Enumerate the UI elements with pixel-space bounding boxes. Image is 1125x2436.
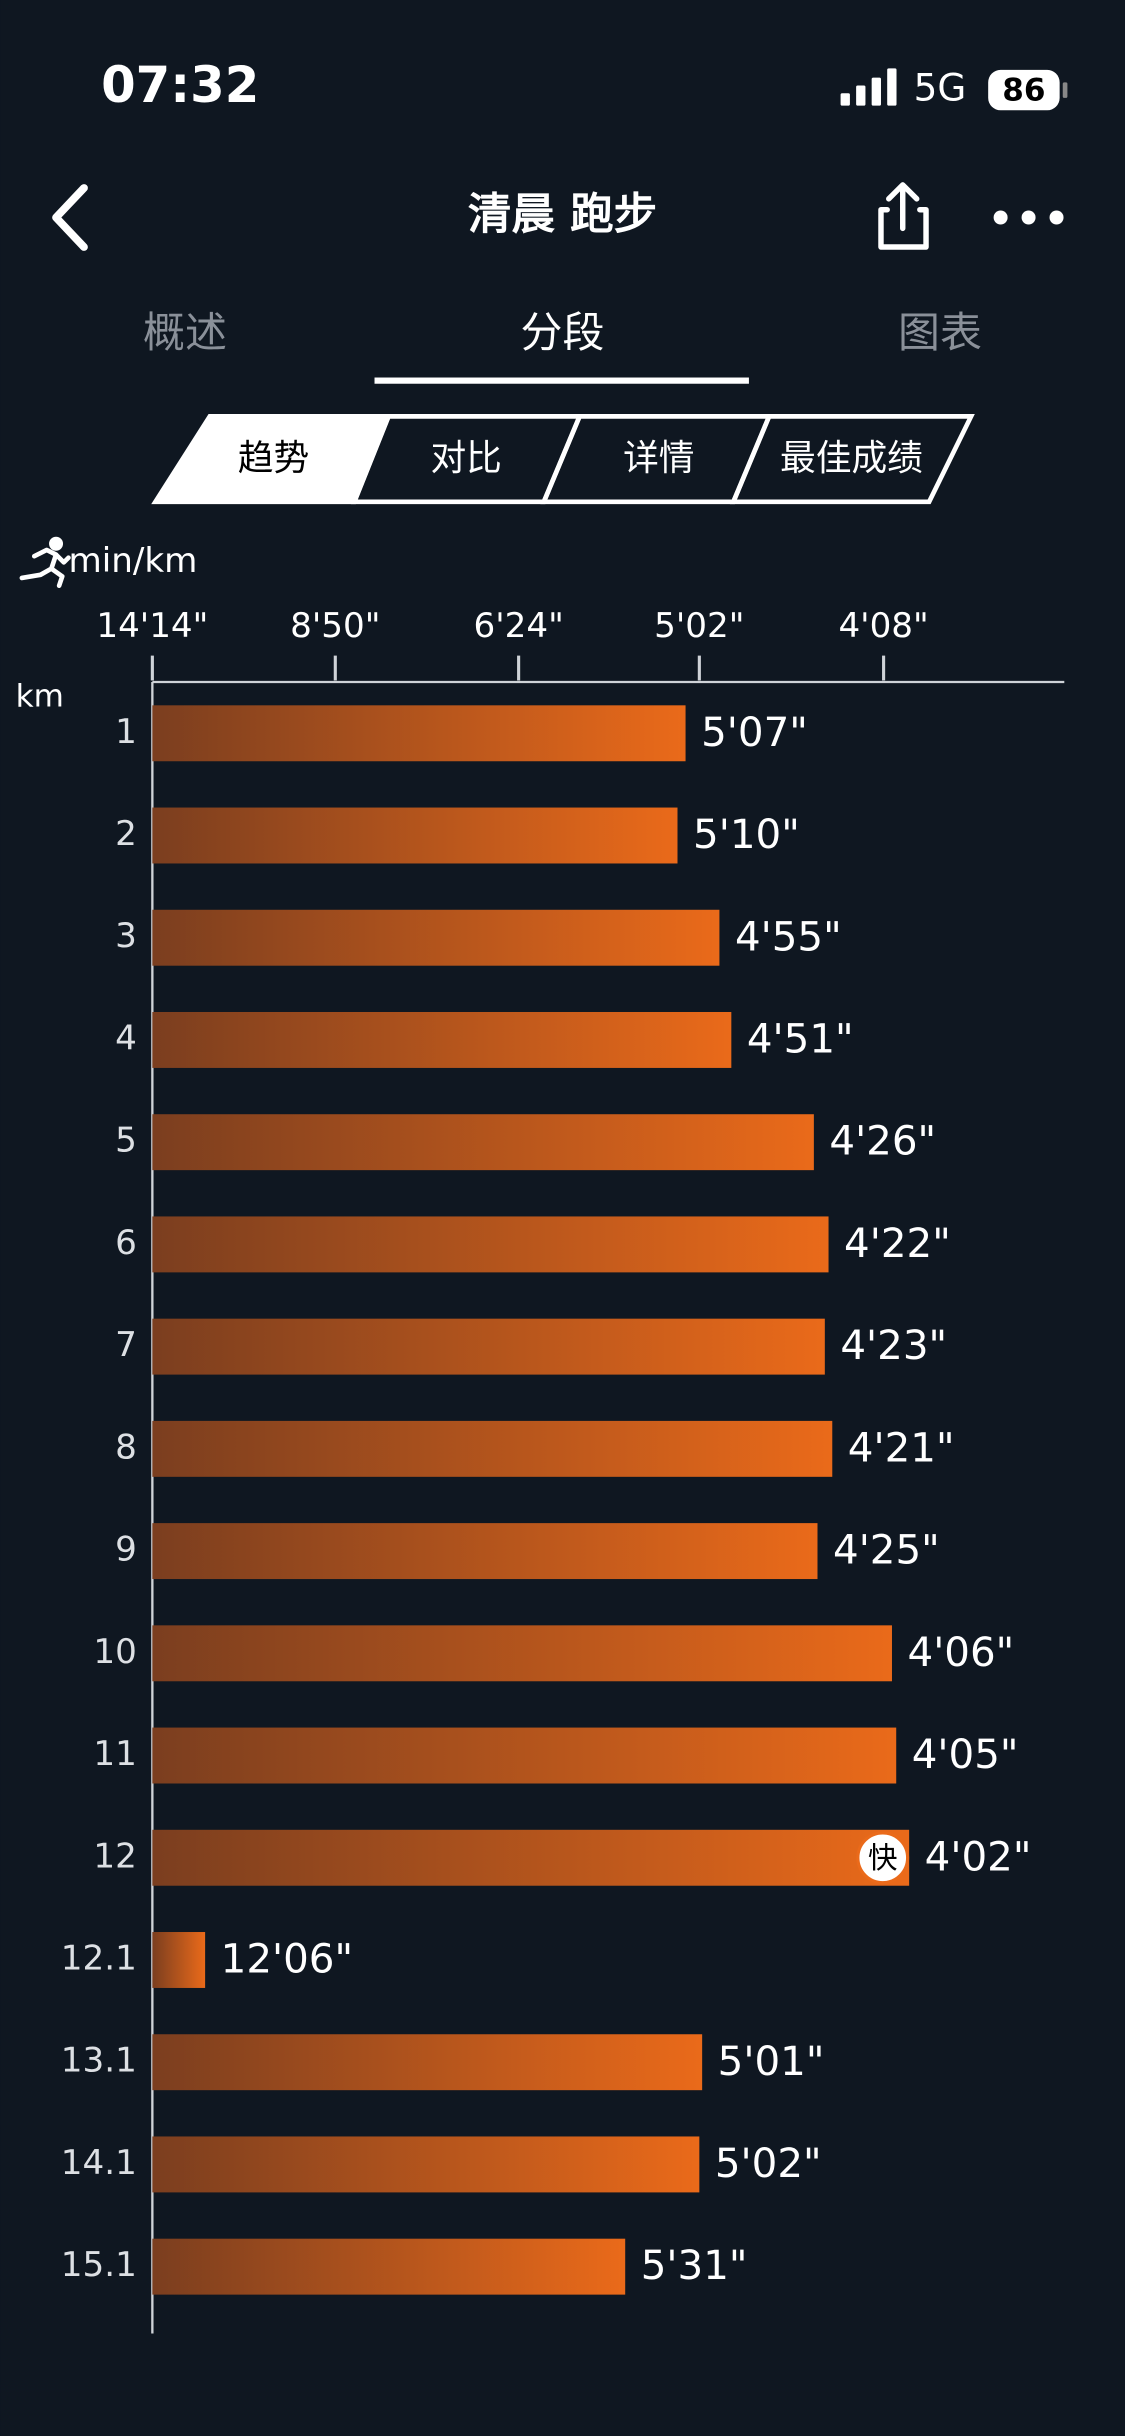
category-label: 2 — [115, 814, 137, 854]
tab-active[interactable]: 分段 — [521, 308, 605, 357]
value-label: 4'21" — [848, 1424, 955, 1471]
bar — [152, 1829, 910, 1886]
bar — [152, 909, 720, 966]
bar — [152, 1727, 897, 1784]
category-label: 8 — [115, 1427, 137, 1467]
status-network: 5G — [914, 66, 967, 110]
sub-tab-label: 最佳成绩 — [780, 438, 923, 479]
sub-tab[interactable] — [729, 414, 975, 505]
bar — [152, 2238, 626, 2295]
x-tick-label: 8'50" — [290, 606, 380, 646]
sub-tab-label: 趋势 — [238, 438, 309, 479]
bar — [152, 1114, 814, 1171]
category-label: 3 — [115, 916, 137, 956]
category-label: 10 — [93, 1632, 136, 1672]
value-label: 4'05" — [912, 1731, 1019, 1778]
category-label: 14.1 — [61, 2143, 137, 2183]
value-label: 12'06" — [221, 1936, 353, 1983]
battery-cap — [1062, 82, 1068, 98]
bar — [152, 2136, 700, 2193]
category-label: 9 — [115, 1530, 137, 1570]
category-label: 4 — [115, 1018, 137, 1058]
value-label: 4'26" — [829, 1118, 936, 1165]
category-label: 13.1 — [61, 2041, 137, 2081]
bar — [152, 1625, 892, 1682]
category-label: 12 — [93, 1836, 136, 1876]
bar — [152, 1932, 206, 1988]
value-label: 4'06" — [908, 1629, 1015, 1676]
value-label: 4'25" — [833, 1527, 940, 1574]
category-label: 1 — [115, 712, 137, 752]
value-label: 5'07" — [701, 709, 808, 756]
fast-badge-label: 快 — [868, 1841, 898, 1875]
bar — [152, 1420, 833, 1477]
unit-label: min/km — [68, 541, 197, 581]
runner-icon — [19, 536, 71, 589]
sub-tab-label: 详情 — [623, 438, 694, 479]
value-label: 5'10" — [693, 811, 800, 858]
tab[interactable]: 图表 — [898, 308, 982, 357]
status-time: 07:32 — [101, 56, 259, 114]
signal-icon — [840, 68, 897, 106]
more-button[interactable] — [993, 210, 1064, 225]
bar — [152, 705, 686, 762]
battery-level: 86 — [1002, 73, 1045, 109]
tab-indicator — [374, 377, 749, 384]
category-axis-label: km — [16, 679, 64, 715]
category-label: 7 — [115, 1325, 137, 1365]
page-title: 清晨 跑步 — [468, 190, 657, 240]
value-label: 4'02" — [925, 1833, 1032, 1880]
fast-badge — [856, 1831, 910, 1885]
share-button[interactable] — [878, 182, 929, 250]
bar — [152, 1523, 818, 1580]
bar — [152, 807, 678, 864]
category-label: 12.1 — [61, 1938, 137, 1978]
x-tick-label: 6'24" — [473, 606, 563, 646]
value-label: 5'02" — [715, 2140, 822, 2187]
bar — [152, 1011, 732, 1068]
value-label: 4'22" — [844, 1220, 951, 1267]
bar — [152, 1318, 825, 1375]
back-button[interactable] — [52, 184, 88, 251]
value-label: 5'01" — [718, 2038, 825, 2085]
bar — [152, 1216, 829, 1273]
x-tick-label: 14'14" — [96, 606, 208, 646]
category-label: 15.1 — [61, 2245, 137, 2285]
value-label: 4'23" — [840, 1322, 947, 1369]
battery-icon — [988, 69, 1060, 111]
category-label: 11 — [93, 1734, 136, 1774]
category-label: 5 — [115, 1121, 137, 1161]
value-label: 4'51" — [747, 1016, 854, 1063]
tab[interactable]: 概述 — [143, 308, 227, 357]
x-tick-label: 5'02" — [654, 606, 744, 646]
x-tick-label: 4'08" — [838, 606, 928, 646]
bar — [152, 2034, 703, 2091]
value-label: 5'31" — [641, 2242, 748, 2289]
category-label: 6 — [115, 1223, 137, 1263]
value-label: 4'55" — [735, 913, 842, 960]
sub-tab-label: 对比 — [430, 438, 501, 479]
